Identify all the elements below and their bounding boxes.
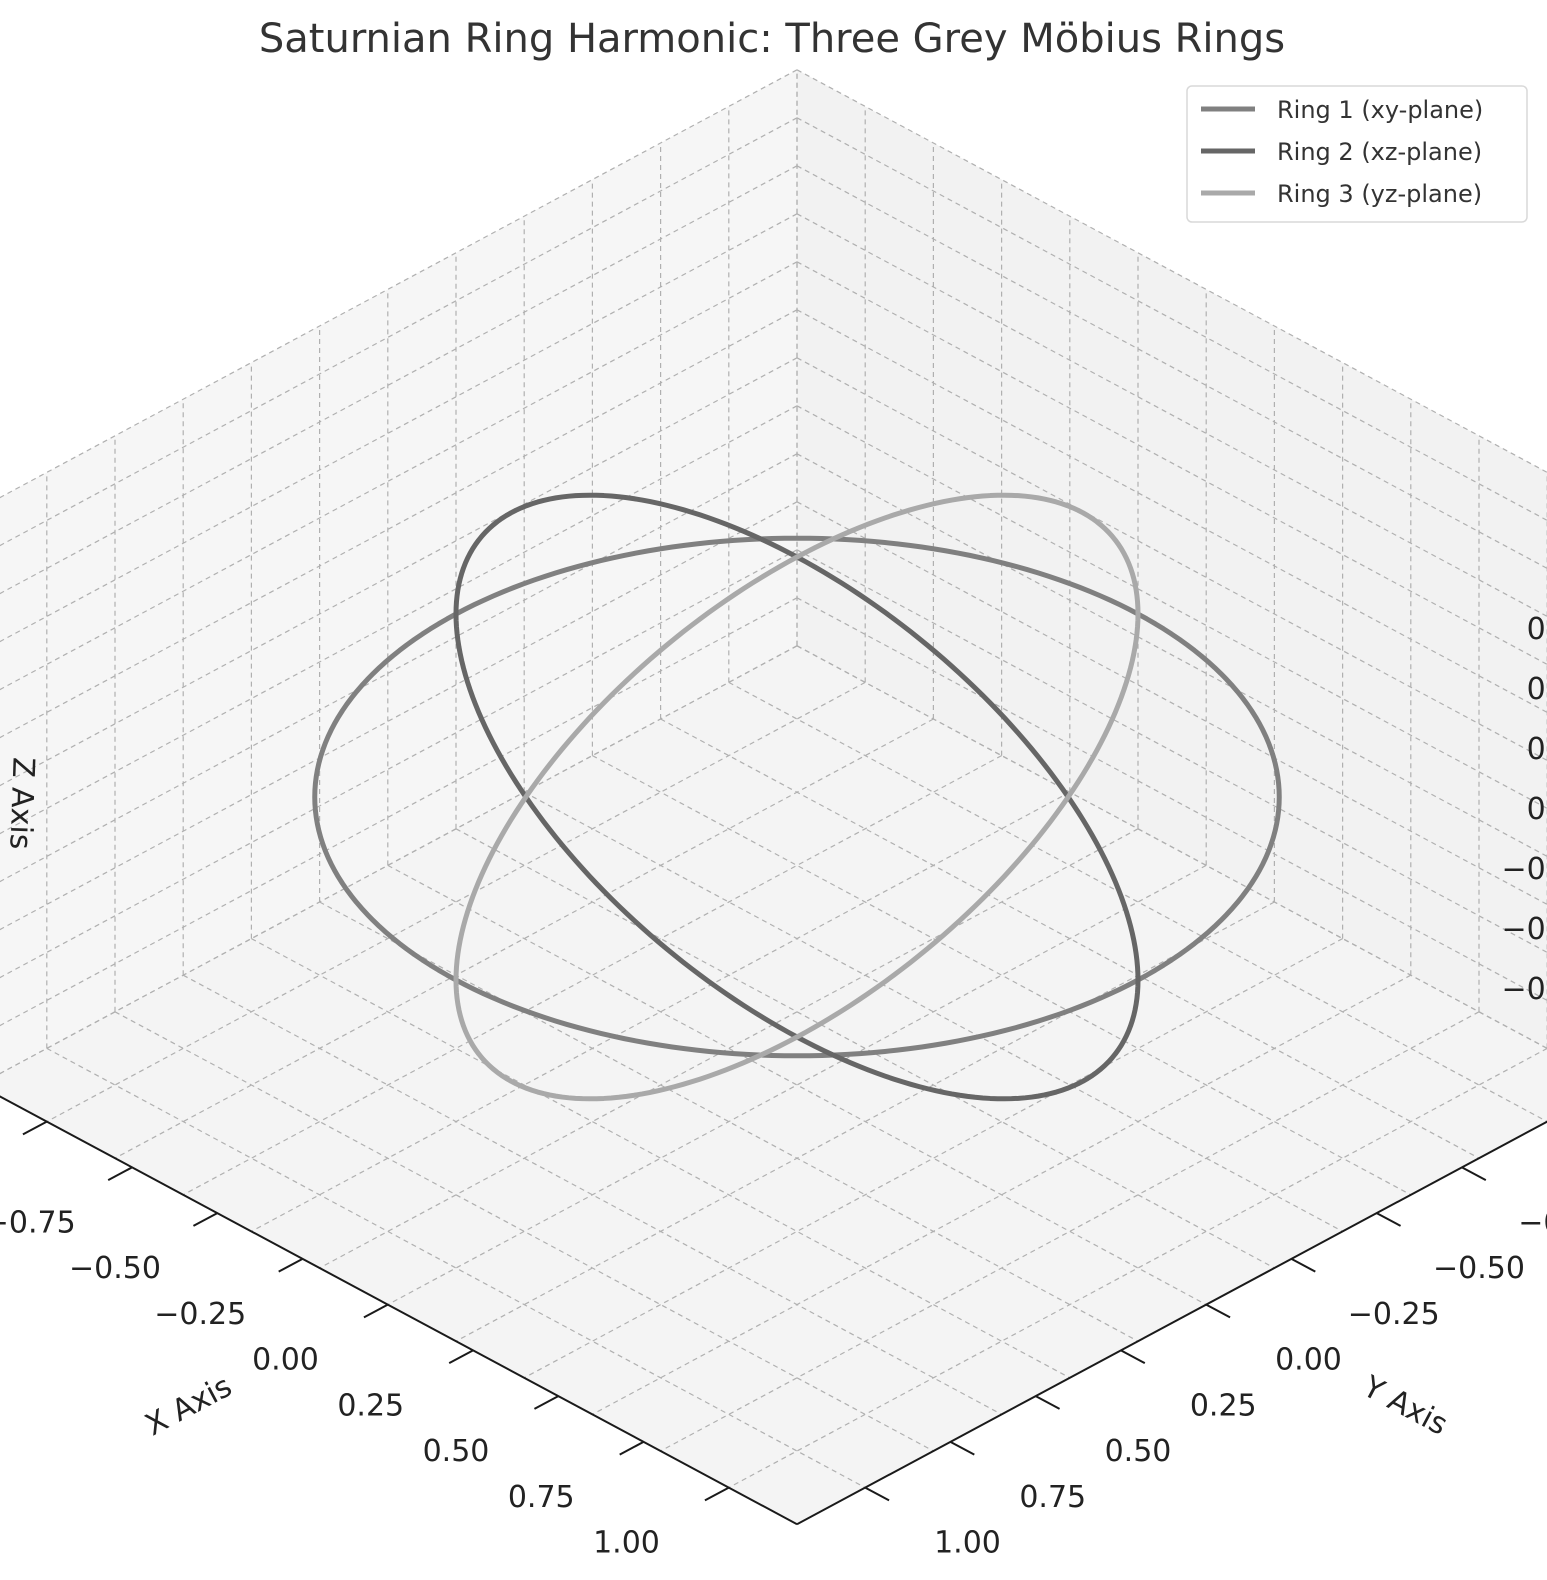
grid-backleft-horizontal bbox=[796, 549, 1547, 953]
x-tick-label: 1.00 bbox=[593, 1526, 660, 1561]
y-tick-mark bbox=[1205, 1303, 1231, 1319]
legend: Ring 1 (xy-plane) Ring 2 (xz-plane) Ring 3… bbox=[1186, 85, 1528, 223]
ring-3-yz-line bbox=[453, 492, 1141, 1102]
y-tick-label: −0.50 bbox=[1433, 1251, 1525, 1286]
x-tick-label: −0.50 bbox=[69, 1251, 161, 1286]
grid-floor-y bbox=[728, 681, 1547, 1123]
grid-backleft-horizontal bbox=[796, 405, 1547, 809]
x-tick-label: −0.75 bbox=[0, 1205, 76, 1240]
y-tick-mark bbox=[1035, 1395, 1061, 1410]
grid-floor-x bbox=[182, 755, 1002, 1196]
y-tick-label: −0.75 bbox=[1518, 1205, 1547, 1240]
x-tick-mark bbox=[107, 1166, 133, 1182]
x-tick-label: 0.25 bbox=[337, 1388, 404, 1423]
ring-2-xz-line bbox=[453, 492, 1141, 1102]
x-tick-mark bbox=[278, 1257, 304, 1273]
tick-labels: −1.00−0.75−0.50−0.250.000.250.500.751.00… bbox=[0, 612, 1547, 1561]
y-tick-label: 0.25 bbox=[1190, 1388, 1257, 1423]
y-tick-label: 1.00 bbox=[934, 1526, 1001, 1561]
z-tick-label: 0.00 bbox=[1527, 792, 1547, 827]
x-tick-mark bbox=[704, 1486, 730, 1502]
z-tick-label: 0.75 bbox=[1527, 612, 1547, 647]
y-tick-mark bbox=[864, 1486, 890, 1502]
ring-series bbox=[312, 492, 1282, 1102]
x-axis-label: X Axis bbox=[140, 1369, 238, 1443]
z-tick-label: −0.50 bbox=[1501, 912, 1547, 947]
z-tick-label: 0.25 bbox=[1527, 732, 1547, 767]
x-tick-label: 0.75 bbox=[508, 1480, 575, 1515]
x-tick-mark bbox=[363, 1303, 389, 1319]
grid-floor-x bbox=[523, 938, 1343, 1379]
legend-label-ring-3: Ring 3 (yz-plane) bbox=[1277, 180, 1482, 208]
x-tick-mark bbox=[533, 1395, 559, 1410]
legend-label-ring-2: Ring 2 (xz-plane) bbox=[1277, 138, 1482, 166]
grid-floor-y bbox=[114, 1011, 934, 1452]
x-tick-mark bbox=[22, 1120, 48, 1136]
grid-backleft-horizontal bbox=[796, 261, 1547, 665]
chart-title: Saturnian Ring Harmonic: Three Grey Möbi… bbox=[259, 16, 1285, 62]
grid-floor-x bbox=[46, 681, 866, 1123]
x-tick-label: 0.50 bbox=[423, 1434, 490, 1469]
x-tick-mark bbox=[192, 1212, 218, 1227]
pane-floor bbox=[0, 645, 1547, 1525]
y-tick-mark bbox=[1120, 1349, 1146, 1365]
x-tick-label: −0.25 bbox=[154, 1297, 246, 1332]
grid-floor-y bbox=[251, 938, 1071, 1379]
y-axis-label: Y Axis bbox=[1356, 1369, 1453, 1443]
legend-box bbox=[1186, 85, 1528, 223]
grid-backright-horizontal bbox=[0, 405, 798, 835]
y-tick-label: 0.00 bbox=[1275, 1343, 1342, 1378]
grid-backright-horizontal bbox=[0, 261, 798, 691]
grid-backright-horizontal bbox=[0, 69, 798, 499]
x-tick-mark bbox=[619, 1440, 645, 1456]
legend-label-ring-1: Ring 1 (xy-plane) bbox=[1277, 96, 1483, 124]
grid-floor-y bbox=[592, 755, 1412, 1196]
grid-backright-horizontal bbox=[0, 117, 798, 547]
y-tick-mark bbox=[1290, 1257, 1316, 1273]
z-tick-label: 0.50 bbox=[1527, 672, 1547, 707]
x-tick-mark bbox=[448, 1349, 474, 1365]
grid-floor-y bbox=[387, 864, 1207, 1306]
grid-backleft-horizontal bbox=[796, 165, 1547, 569]
grid-floor-y bbox=[46, 1047, 866, 1489]
grid-backright-horizontal bbox=[0, 549, 798, 979]
z-axis-label: Z Axis bbox=[2, 757, 40, 851]
y-tick-mark bbox=[1376, 1212, 1402, 1227]
y-tick-mark bbox=[949, 1440, 975, 1456]
z-tick-label: −0.25 bbox=[1501, 852, 1547, 887]
y-tick-label: 0.50 bbox=[1105, 1434, 1172, 1469]
x-tick-label: 0.00 bbox=[252, 1343, 319, 1378]
grid-floor-x bbox=[728, 1047, 1547, 1489]
y-tick-mark bbox=[1461, 1166, 1487, 1182]
grid-backright-horizontal bbox=[0, 165, 798, 595]
grid-backleft-horizontal bbox=[796, 117, 1547, 521]
grid-backleft-horizontal bbox=[796, 69, 1547, 473]
grid-floor-x bbox=[387, 864, 1207, 1306]
z-tick-label: −0.75 bbox=[1501, 972, 1547, 1007]
y-tick-label: −0.25 bbox=[1348, 1297, 1440, 1332]
y-tick-label: 0.75 bbox=[1019, 1480, 1086, 1515]
